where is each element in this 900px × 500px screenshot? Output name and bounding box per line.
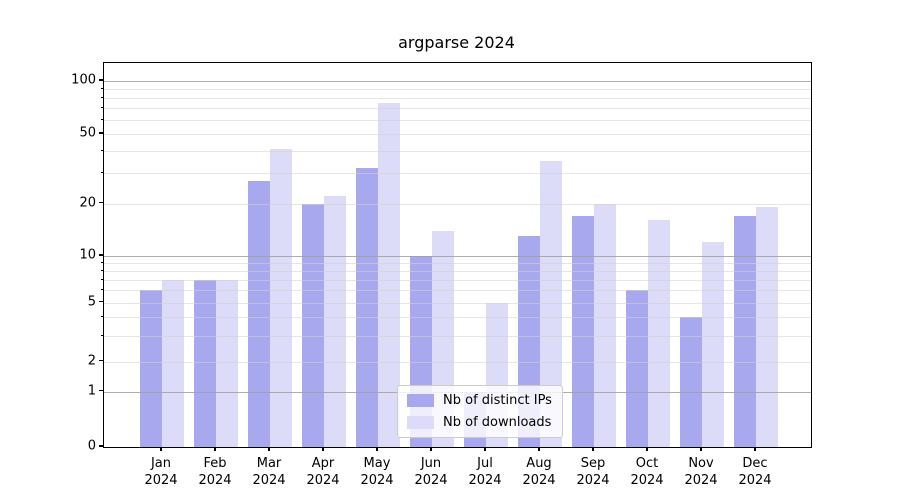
y-tick-mark-100 (99, 79, 103, 81)
x-tick-mark-nov (700, 447, 702, 451)
gridline-y-80 (104, 98, 811, 100)
chart-title: argparse 2024 (398, 33, 515, 52)
y-minor-tick-mark-7 (100, 279, 103, 281)
y-tick-label-20: 20 (79, 195, 96, 210)
y-tick-mark-1 (99, 390, 103, 392)
x-tick-mark-jun (430, 447, 432, 451)
y-minor-tick-mark-4 (100, 316, 103, 318)
bar-nb-of-distinct-ips-sep-2024 (572, 215, 594, 447)
x-tick-mark-dec (754, 447, 756, 451)
x-tick-label-feb: Feb 2024 (198, 456, 232, 488)
x-tick-mark-sep (592, 447, 594, 451)
bar-nb-of-downloads-dec-2024 (756, 207, 778, 447)
bar-nb-of-distinct-ips-oct-2024 (626, 290, 648, 447)
gridline-y-2 (104, 361, 811, 363)
gridline-y-5 (104, 302, 811, 304)
legend-label-downloads: Nb of downloads (443, 415, 552, 430)
bar-nb-of-downloads-apr-2024 (324, 196, 346, 447)
plot-area: Nb of distinct IPs Nb of downloads (103, 62, 812, 448)
y-minor-tick-mark-70 (100, 107, 103, 109)
bar-nb-of-downloads-jan-2024 (162, 280, 184, 447)
x-tick-label-mar: Mar 2024 (252, 456, 286, 488)
y-tick-label-50: 50 (79, 125, 96, 141)
x-tick-mark-mar (268, 447, 270, 451)
x-tick-label-apr: Apr 2024 (306, 456, 340, 488)
x-tick-mark-apr (322, 447, 324, 451)
y-minor-tick-mark-40 (100, 149, 103, 151)
y-minor-tick-mark-9 (100, 262, 103, 264)
y-tick-label-5: 5 (87, 294, 96, 310)
bar-nb-of-distinct-ips-dec-2024 (734, 215, 756, 447)
y-tick-mark-50 (99, 132, 103, 134)
x-tick-label-nov: Nov 2024 (684, 456, 718, 488)
gridline-y-70 (104, 108, 811, 110)
y-tick-label-2: 2 (87, 353, 96, 369)
bar-nb-of-downloads-may-2024 (378, 102, 400, 447)
gridline-y-7 (104, 280, 811, 282)
y-tick-mark-10 (99, 254, 103, 256)
x-tick-mark-jul (484, 447, 486, 451)
x-tick-label-jan: Jan 2024 (144, 456, 178, 488)
y-minor-tick-mark-80 (100, 97, 103, 99)
gridline-y-3 (104, 335, 811, 337)
bar-nb-of-downloads-sep-2024 (594, 203, 616, 447)
legend-entry-downloads: Nb of downloads (407, 415, 552, 430)
y-tick-label-1: 1 (87, 383, 96, 399)
bar-nb-of-downloads-feb-2024 (216, 280, 238, 447)
gridline-y-30 (104, 172, 811, 174)
gridline-y-60 (104, 120, 811, 122)
x-tick-label-oct: Oct 2024 (630, 456, 664, 488)
x-tick-label-may: May 2024 (360, 456, 394, 488)
bar-nb-of-distinct-ips-nov-2024 (680, 317, 702, 447)
bar-nb-of-downloads-mar-2024 (270, 149, 292, 447)
y-tick-mark-2 (99, 360, 103, 362)
gridline-y-100 (104, 81, 811, 82)
gridline-y-40 (104, 150, 811, 152)
y-minor-tick-mark-3 (100, 334, 103, 336)
y-tick-label-100: 100 (71, 72, 96, 88)
x-tick-label-jun: Jun 2024 (414, 456, 448, 488)
legend-swatch-distinct-ips (407, 394, 434, 407)
y-minor-tick-mark-8 (100, 270, 103, 272)
gridline-y-6 (104, 290, 811, 292)
bar-nb-of-distinct-ips-feb-2024 (194, 280, 216, 447)
gridline-y-4 (104, 317, 811, 319)
x-tick-mark-may (376, 447, 378, 451)
y-minor-tick-mark-30 (100, 171, 103, 173)
x-tick-mark-feb (214, 447, 216, 451)
bar-nb-of-distinct-ips-may-2024 (356, 167, 378, 447)
bar-nb-of-distinct-ips-apr-2024 (302, 203, 324, 447)
y-minor-tick-mark-6 (100, 289, 103, 291)
gridline-y-10 (104, 256, 811, 257)
x-tick-mark-oct (646, 447, 648, 451)
y-tick-label-0: 0 (87, 438, 96, 454)
x-tick-mark-aug (538, 447, 540, 451)
legend-entry-distinct-ips: Nb of distinct IPs (407, 393, 552, 408)
bar-nb-of-downloads-aug-2024 (540, 161, 562, 447)
x-tick-mark-jan (160, 447, 162, 451)
gridline-y-50 (104, 134, 811, 135)
y-minor-tick-mark-60 (100, 119, 103, 121)
bar-nb-of-distinct-ips-mar-2024 (248, 180, 270, 447)
gridline-y-9 (104, 263, 811, 265)
legend: Nb of distinct IPs Nb of downloads (397, 385, 563, 438)
gridline-y-20 (104, 203, 811, 205)
y-tick-mark-20 (99, 201, 103, 204)
bar-nb-of-downloads-oct-2024 (648, 220, 670, 447)
x-tick-label-dec: Dec 2024 (738, 456, 772, 488)
gridline-y-90 (104, 89, 811, 91)
x-tick-label-aug: Aug 2024 (522, 456, 556, 488)
x-tick-label-sep: Sep 2024 (576, 456, 610, 488)
y-minor-tick-mark-90 (100, 88, 103, 90)
legend-swatch-downloads (407, 416, 434, 429)
gridline-y-8 (104, 271, 811, 273)
y-tick-mark-5 (99, 301, 103, 303)
y-tick-mark-0 (99, 445, 103, 447)
bar-nb-of-distinct-ips-jan-2024 (140, 290, 162, 447)
x-tick-label-jul: Jul 2024 (468, 456, 502, 488)
legend-label-distinct-ips: Nb of distinct IPs (443, 393, 552, 408)
bar-nb-of-downloads-nov-2024 (702, 242, 724, 447)
y-tick-label-10: 10 (79, 247, 96, 263)
